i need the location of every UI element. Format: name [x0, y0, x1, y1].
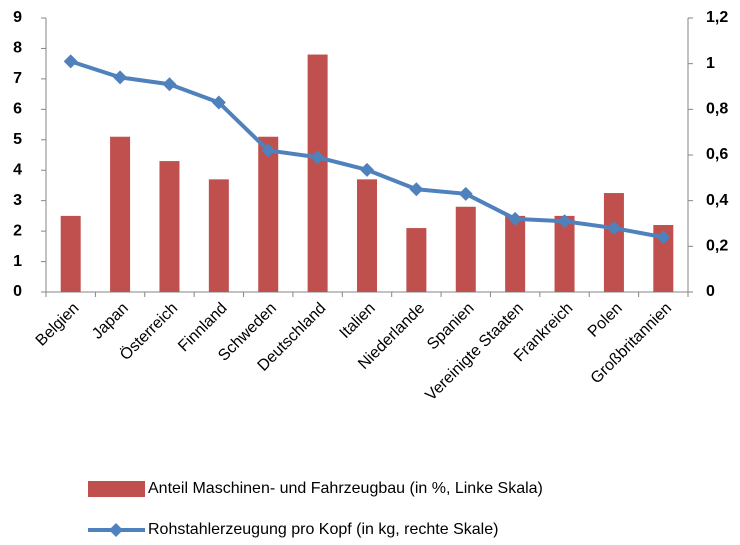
- legend-swatch: [109, 523, 123, 537]
- marker: [211, 95, 226, 110]
- y-tick-label: 2: [13, 222, 22, 239]
- y-tick-label: 1: [13, 253, 22, 270]
- y2-tick-label: 0,4: [706, 192, 728, 209]
- y-tick-label: 8: [13, 40, 22, 57]
- marker: [606, 221, 621, 236]
- y-tick-label: 0: [13, 283, 22, 300]
- marker: [113, 70, 128, 85]
- bar: [60, 215, 81, 292]
- marker: [557, 214, 572, 229]
- bar: [258, 136, 279, 292]
- legend-label: Anteil Maschinen- und Fahrzeugbau (in %,…: [148, 480, 543, 497]
- y-tick-label: 3: [13, 192, 22, 209]
- y-tick-label: 6: [13, 101, 22, 118]
- y2-tick-label: 1: [706, 55, 715, 72]
- bar: [406, 228, 427, 292]
- marker: [63, 54, 78, 69]
- y2-tick-label: 0,2: [706, 238, 728, 255]
- marker: [508, 211, 523, 226]
- marker: [656, 230, 671, 245]
- marker: [409, 182, 424, 197]
- y-tick-label: 5: [13, 131, 22, 148]
- bar: [603, 193, 624, 292]
- legend-label: Rohstahlerzeugung pro Kopf (in kg, recht…: [148, 521, 498, 538]
- y2-tick-label: 0,6: [706, 146, 728, 163]
- marker: [261, 143, 276, 158]
- y2-tick-label: 0: [706, 283, 715, 300]
- marker: [360, 162, 374, 177]
- marker: [458, 186, 473, 201]
- bar: [653, 225, 674, 292]
- bar: [110, 136, 131, 292]
- x-tick-label: Japan: [89, 300, 132, 343]
- y2-tick-label: 1,2: [706, 9, 728, 26]
- marker: [162, 77, 177, 92]
- y-tick-label: 9: [13, 9, 22, 26]
- bar: [357, 179, 377, 292]
- bar: [554, 215, 575, 292]
- x-tick-label: Belgien: [33, 300, 83, 350]
- y-tick-label: 4: [13, 161, 22, 178]
- marker: [310, 150, 325, 165]
- bar: [505, 215, 526, 292]
- bar: [208, 179, 229, 292]
- x-tick-label: Polen: [585, 300, 626, 341]
- y2-tick-label: 0,8: [706, 101, 728, 118]
- x-tick-label: Italien: [337, 300, 379, 342]
- bar: [159, 161, 180, 292]
- legend-swatch: [88, 481, 145, 497]
- bar: [455, 206, 476, 292]
- y-tick-label: 7: [13, 70, 22, 87]
- bar: [307, 54, 328, 293]
